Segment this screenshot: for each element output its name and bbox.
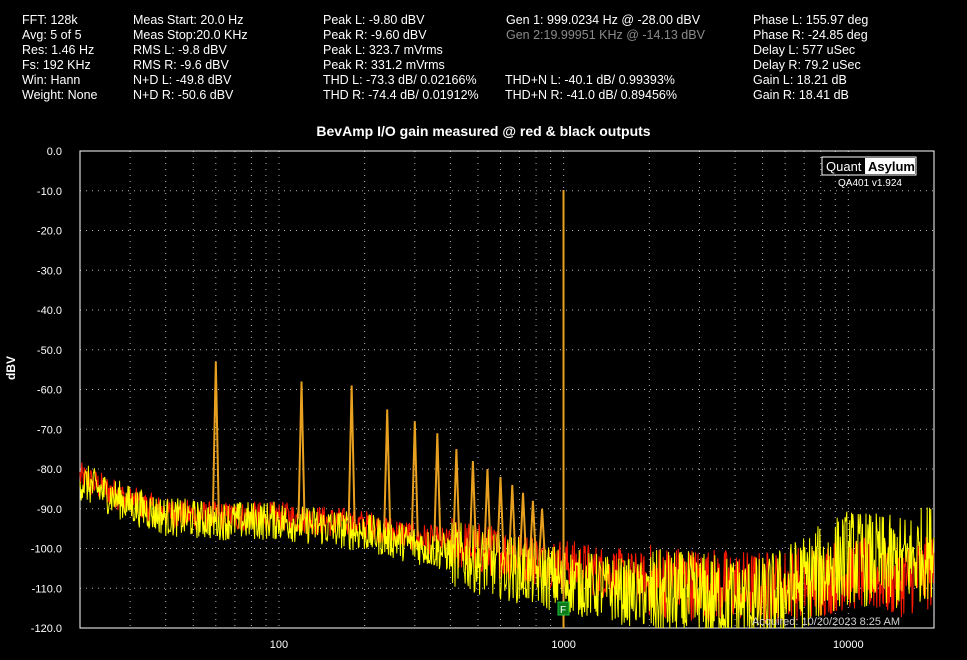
stat-rms-l: RMS L: -9.8 dBV bbox=[133, 43, 227, 57]
x-tick-label: 100 bbox=[270, 639, 288, 651]
stat-meas-stop: Meas Stop:20.0 KHz bbox=[133, 28, 248, 42]
stat-meas-start: Meas Start: 20.0 Hz bbox=[133, 13, 244, 27]
y-tick-label: -110.0 bbox=[32, 583, 62, 595]
stat-delay-r: Delay R: 79.2 uSec bbox=[753, 58, 861, 72]
harmonic-peak bbox=[410, 421, 419, 537]
stat-delay-l: Delay L: 577 uSec bbox=[753, 43, 856, 57]
harmonic-peak bbox=[496, 476, 505, 553]
stat-peak-r-mv: Peak R: 331.2 mVrms bbox=[323, 58, 445, 72]
harmonic-peak bbox=[528, 500, 537, 559]
stat-gain-r: Gain R: 18.41 dB bbox=[753, 88, 849, 102]
stat-nd-l: N+D L: -49.8 dBV bbox=[133, 73, 232, 87]
harmonic-peaks bbox=[211, 189, 565, 628]
y-tick-label: -20.0 bbox=[37, 226, 62, 238]
stat-gen1: Gen 1: 999.0234 Hz @ -28.00 dBV bbox=[506, 13, 701, 27]
stat-fft: FFT: 128k bbox=[22, 13, 78, 27]
y-tick-label: -30.0 bbox=[37, 265, 62, 277]
svg-text:F: F bbox=[560, 605, 566, 616]
harmonic-peak bbox=[383, 409, 392, 531]
y-tick-label: -120.0 bbox=[31, 623, 62, 635]
harmonic-peak bbox=[538, 508, 547, 561]
y-tick-label: -100.0 bbox=[31, 544, 62, 556]
y-tick-label: -40.0 bbox=[37, 305, 62, 317]
stat-fs: Fs: 192 KHz bbox=[22, 58, 91, 72]
stat-phase-r: Phase R: -24.85 deg bbox=[753, 28, 868, 42]
harmonic-peak bbox=[483, 468, 492, 551]
y-tick-label: -70.0 bbox=[37, 424, 62, 436]
stat-peak-l-dbv: Peak L: -9.80 dBV bbox=[323, 13, 425, 27]
stat-thdn-l: THD+N L: -40.1 dB/ 0.99393% bbox=[505, 73, 675, 87]
y-tick-label: -60.0 bbox=[37, 385, 62, 397]
quantasylum-logo: Quant Asylum bbox=[821, 156, 917, 176]
harmonic-peak bbox=[519, 492, 528, 557]
fundamental-marker[interactable]: F bbox=[557, 601, 570, 616]
stat-rms-r: RMS R: -9.6 dBV bbox=[133, 58, 229, 72]
stat-weight: Weight: None bbox=[22, 88, 98, 102]
y-ticks: 0.0 -10.0 -20.0 -30.0 -40.0 -50.0 -60.0 -70.0 -8… bbox=[31, 146, 62, 635]
stat-thd-r: THD R: -74.4 dB/ 0.01912% bbox=[323, 88, 479, 102]
stat-thd-l: THD L: -73.3 dB/ 0.02166% bbox=[323, 73, 477, 87]
stat-nd-r: N+D R: -50.6 dBV bbox=[133, 88, 234, 102]
harmonic-peak bbox=[508, 484, 517, 555]
harmonic-peak bbox=[433, 433, 442, 541]
y-tick-label: 0.0 bbox=[47, 146, 62, 158]
stat-avg: Avg: 5 of 5 bbox=[22, 28, 82, 42]
harmonic-peak bbox=[347, 385, 356, 524]
x-tick-label: 1000 bbox=[551, 639, 575, 651]
x-ticks: 100 1000 10000 bbox=[270, 639, 864, 651]
traces bbox=[79, 462, 935, 630]
svg-text:Quant: Quant bbox=[826, 159, 862, 174]
stat-window: Win: Hann bbox=[22, 73, 81, 87]
stat-peak-l-mv: Peak L: 323.7 mVrms bbox=[323, 43, 443, 57]
stat-phase-l: Phase L: 155.97 deg bbox=[753, 13, 869, 27]
version-label: QA401 v1.924 bbox=[838, 178, 902, 189]
harmonic-peak bbox=[468, 461, 477, 548]
y-tick-label: -80.0 bbox=[37, 464, 62, 476]
harmonic-peak bbox=[452, 449, 461, 545]
y-tick-label: -90.0 bbox=[37, 504, 62, 516]
trace-right bbox=[79, 465, 935, 630]
stat-thdn-r: THD+N R: -41.0 dB/ 0.89456% bbox=[505, 88, 677, 102]
x-tick-label: 10000 bbox=[833, 639, 864, 651]
acquired-timestamp: Acquired: 10/20/2023 8:25 AM bbox=[752, 616, 900, 628]
harmonic-peak bbox=[211, 361, 220, 517]
stat-res: Res: 1.46 Hz bbox=[22, 43, 95, 57]
chart-title: BevAmp I/O gain measured @ red & black o… bbox=[316, 123, 651, 139]
measurement-stats: FFT: 128k Avg: 5 of 5 Res: 1.46 Hz Fs: 1… bbox=[0, 0, 967, 118]
y-tick-label: -50.0 bbox=[37, 345, 62, 357]
stat-gen2: Gen 2:19.99951 KHz @ -14.13 dBV bbox=[506, 28, 705, 42]
stat-peak-r-dbv: Peak R: -9.60 dBV bbox=[323, 28, 427, 42]
svg-text:Asylum: Asylum bbox=[868, 159, 915, 174]
harmonic-peak bbox=[297, 381, 306, 519]
stat-gain-l: Gain L: 18.21 dB bbox=[753, 73, 847, 87]
y-tick-label: -10.0 bbox=[37, 186, 62, 198]
